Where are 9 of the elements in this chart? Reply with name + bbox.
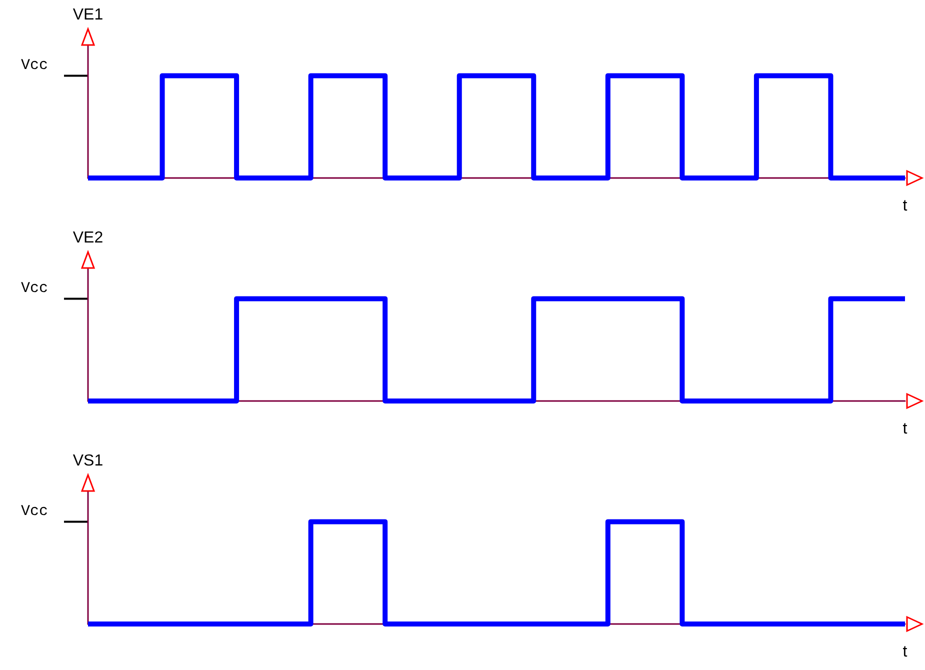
text: Vcc [20,57,48,74]
x-axis-title: t [902,644,908,660]
y-axis-title: VE1 [72,6,104,24]
x-axis-title: t [902,420,908,438]
text: Vcc [20,503,48,520]
text: Vcc [20,280,48,298]
y-axis-title: VE2 [72,230,104,246]
x-axis-title: t [902,198,908,214]
y-axis-title: VS1 [72,452,104,470]
